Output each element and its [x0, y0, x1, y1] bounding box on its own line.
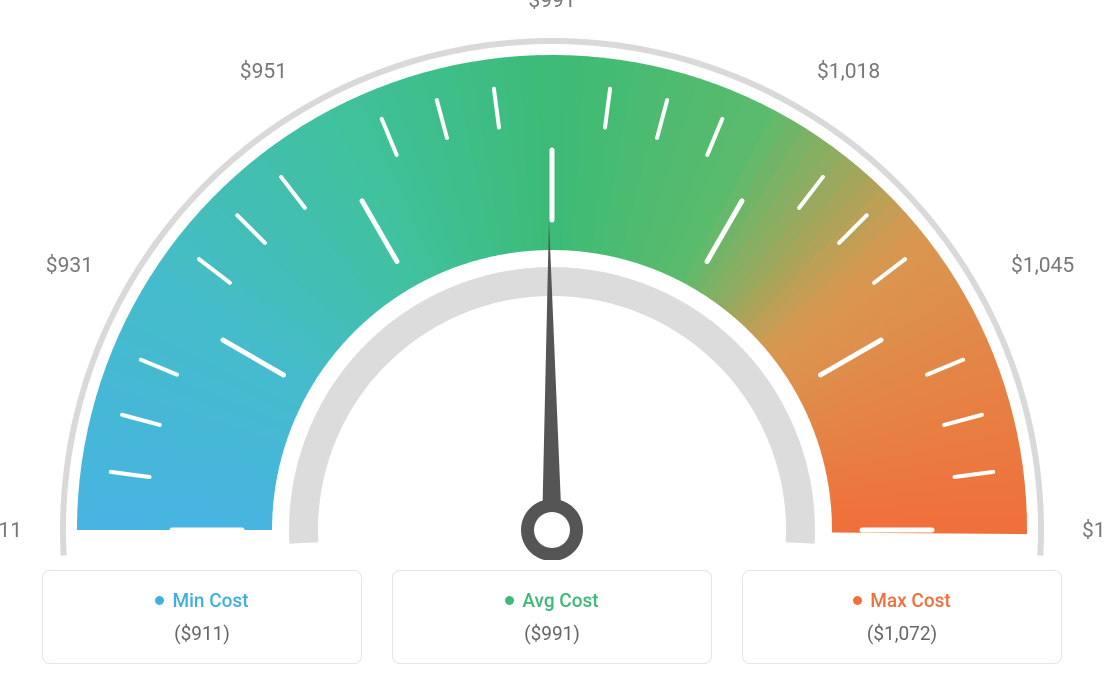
legend-dot-avg — [505, 596, 514, 605]
legend-label-max: Max Cost — [870, 589, 950, 612]
legend-value-min: ($911) — [63, 622, 341, 645]
svg-text:$1,018: $1,018 — [817, 60, 880, 84]
legend-value-max: ($1,072) — [763, 622, 1041, 645]
legend-label-min: Min Cost — [172, 589, 248, 612]
needle-hub-inner — [534, 512, 570, 548]
legend-row: Min Cost ($911) Avg Cost ($991) Max Cost… — [0, 570, 1104, 664]
legend-value-avg: ($991) — [413, 622, 691, 645]
legend-card-max: Max Cost ($1,072) — [742, 570, 1062, 664]
svg-text:$1,045: $1,045 — [1011, 254, 1074, 278]
svg-text:$931: $931 — [46, 254, 93, 278]
svg-text:$991: $991 — [528, 0, 575, 13]
gauge-chart: $911 $931 $951 $991 $1,018 $1,045 $1,072 — [0, 0, 1104, 560]
gauge-container: $911 $931 $951 $991 $1,018 $1,045 $1,072 — [0, 0, 1104, 560]
svg-text:$951: $951 — [240, 60, 287, 84]
svg-text:$1,072: $1,072 — [1082, 519, 1104, 543]
legend-dot-min — [155, 596, 164, 605]
gauge-needle — [542, 220, 562, 530]
legend-dot-max — [853, 596, 862, 605]
legend-label-avg: Avg Cost — [522, 589, 598, 612]
svg-text:$911: $911 — [0, 519, 22, 543]
legend-card-avg: Avg Cost ($991) — [392, 570, 712, 664]
legend-card-min: Min Cost ($911) — [42, 570, 362, 664]
